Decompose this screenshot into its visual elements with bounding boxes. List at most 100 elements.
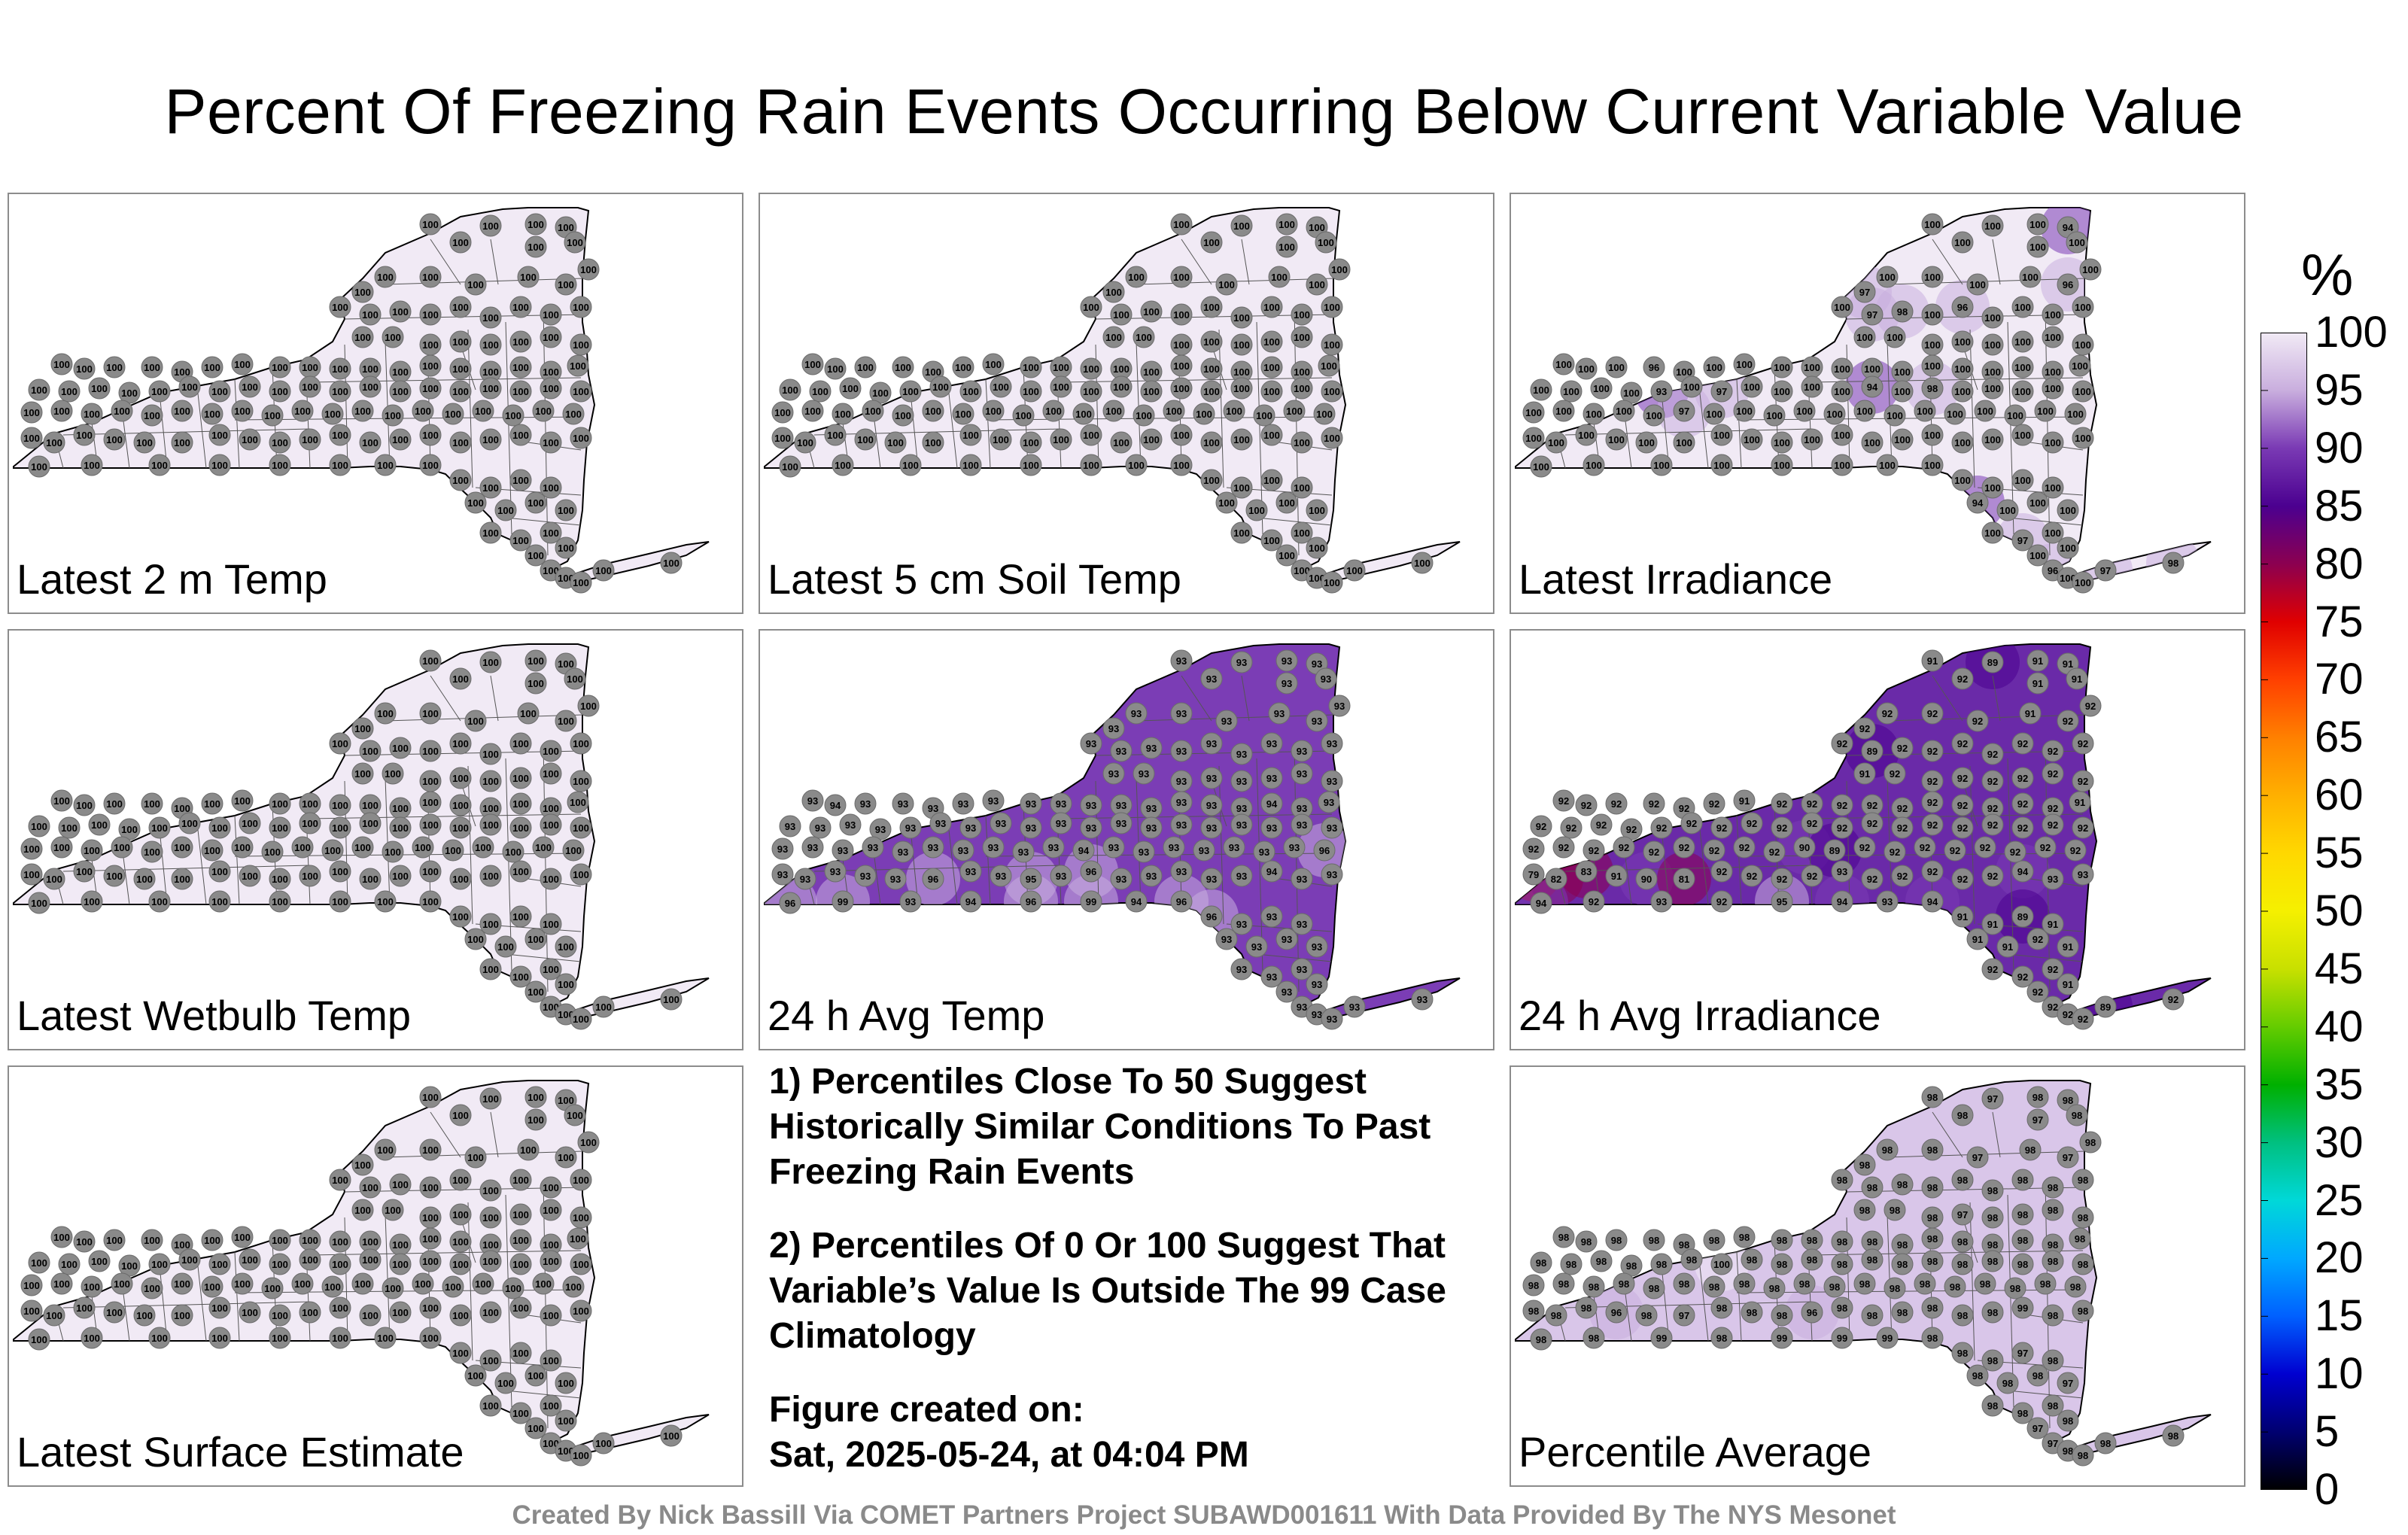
county-line: [385, 1214, 391, 1342]
station-value: 100: [1924, 219, 1941, 230]
station-marker: 100: [577, 695, 600, 717]
station-marker: 98: [1635, 1304, 1658, 1327]
station-value: 98: [1739, 1278, 1750, 1290]
station-value: 100: [302, 434, 318, 445]
station-marker: 100: [50, 836, 73, 859]
station-value: 100: [106, 798, 123, 810]
station-marker: 100: [73, 424, 96, 446]
station-marker: 100: [329, 1169, 351, 1191]
station-value: 98: [1747, 1254, 1757, 1266]
station-value: 100: [53, 795, 70, 807]
colorbar-tick-label: 15: [2315, 1291, 2364, 1341]
station-marker: 100: [2042, 476, 2064, 499]
station-value: 100: [467, 716, 484, 727]
station-marker: 100: [2026, 236, 2049, 258]
station-value: 93: [838, 845, 848, 856]
station-value: 93: [1221, 934, 1232, 945]
station-marker: 92: [1951, 732, 1974, 755]
station-value: 100: [324, 1281, 341, 1293]
station-value: 100: [2045, 437, 2061, 448]
station-marker: 100: [118, 818, 141, 840]
station-marker: 100: [269, 454, 291, 476]
station-value: 92: [1709, 798, 1719, 810]
station-marker: 92: [1966, 710, 1989, 732]
station-marker: 100: [419, 1227, 442, 1250]
station-value: 91: [2075, 797, 2085, 808]
station-value: 100: [1653, 460, 1670, 471]
station-value: 100: [475, 842, 491, 853]
station-value: 93: [1206, 738, 1217, 749]
station-marker: 100: [88, 377, 111, 400]
station-value: 100: [1984, 366, 2001, 378]
station-marker: 100: [479, 521, 502, 544]
station-marker: 100: [1853, 400, 1876, 422]
station-marker: 100: [1552, 353, 1575, 375]
station-marker: 100: [359, 303, 382, 326]
station-value: 100: [512, 911, 529, 923]
station-value: 100: [528, 986, 544, 998]
station-marker: 100: [239, 1248, 261, 1271]
station-marker: 100: [2064, 403, 2087, 425]
station-marker: 93: [1321, 816, 1343, 839]
station-marker: 92: [2042, 740, 2064, 762]
station-marker: 100: [524, 1417, 547, 1439]
county-line: [309, 377, 582, 383]
county-line: [430, 1111, 461, 1158]
station-value: 100: [84, 896, 100, 907]
station-marker: 92: [1981, 865, 2004, 887]
station-marker: 100: [524, 491, 547, 514]
station-value: 100: [1173, 339, 1190, 351]
station-value: 93: [1282, 655, 1292, 667]
station-value: 96: [2048, 565, 2058, 576]
station-marker: 98: [1530, 1251, 1552, 1274]
station-marker: 100: [299, 792, 321, 815]
station-marker: 100: [321, 839, 344, 862]
station-marker: 100: [922, 431, 944, 454]
station-marker: 100: [1230, 333, 1253, 356]
station-marker: 89: [1823, 839, 1846, 862]
station-value: 100: [144, 410, 160, 421]
station-value: 100: [377, 460, 394, 471]
county-line: [490, 675, 499, 722]
station-marker: 100: [2042, 431, 2064, 454]
station-value: 100: [2007, 410, 2023, 421]
station-marker: 100: [1291, 521, 1313, 544]
station-value: 93: [1312, 941, 1322, 953]
station-value: 100: [1774, 437, 1790, 448]
map-panel-latest-irradiance: 100 100 100 94 100 100 100 100 97 100 100 100 96 100 1…: [1510, 193, 2245, 614]
station-value: 100: [302, 1235, 318, 1246]
station-value: 100: [573, 1450, 589, 1461]
station-marker: 100: [562, 403, 585, 425]
station-marker: 100: [73, 1296, 96, 1319]
station-value: 93: [1266, 822, 1277, 834]
station-value: 100: [385, 1205, 401, 1216]
station-marker: 92: [1680, 812, 1703, 834]
county-line: [1181, 675, 1212, 722]
station-value: 100: [1894, 366, 1911, 378]
station-marker: 100: [351, 1199, 374, 1221]
station-marker: 98: [1522, 1299, 1545, 1322]
station-value: 98: [1957, 1310, 1968, 1321]
panel-label: Latest Surface Estimate: [17, 1428, 464, 1476]
station-marker: 92: [1831, 816, 1853, 839]
station-value: 100: [1774, 386, 1790, 397]
station-marker: 93: [1260, 965, 1283, 988]
station-marker: 100: [1801, 375, 1823, 398]
station-value: 98: [2078, 1259, 2088, 1270]
station-value: 98: [1558, 1278, 1569, 1290]
station-marker: 100: [103, 1229, 126, 1251]
county-line: [2045, 306, 2051, 556]
station-value: 100: [106, 1235, 123, 1246]
station-marker: 100: [231, 400, 254, 422]
station-value: 100: [1233, 366, 1250, 378]
station-value: 93: [928, 842, 938, 853]
county-line: [1992, 675, 2001, 722]
station-marker: 98: [2066, 1104, 2088, 1126]
station-marker: 100: [359, 812, 382, 834]
station-value: 100: [543, 1205, 559, 1216]
station-value: 100: [452, 363, 469, 375]
station-value: 100: [2060, 505, 2076, 516]
station-value: 100: [294, 1278, 311, 1290]
station-value: 92: [1536, 821, 1546, 832]
colorbar-tick-label: 10: [2315, 1349, 2364, 1399]
